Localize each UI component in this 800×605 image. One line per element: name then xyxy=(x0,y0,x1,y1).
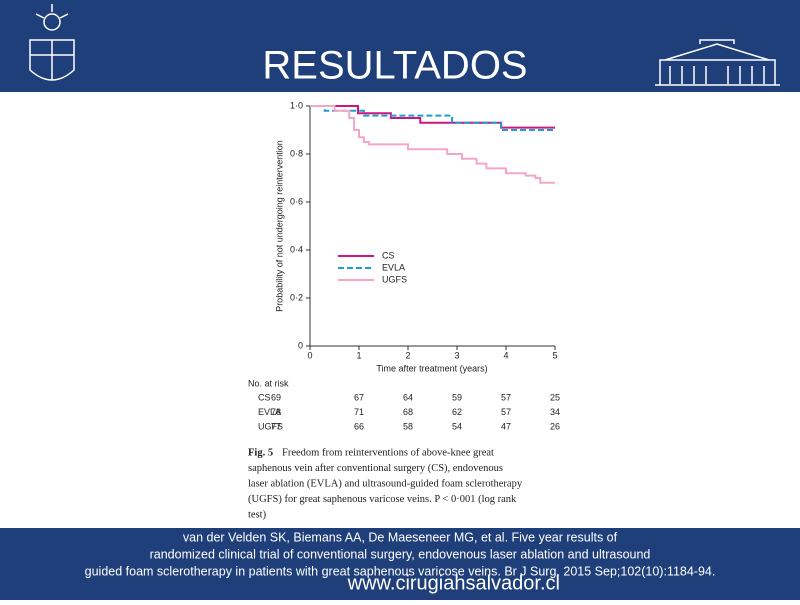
risk-value: 68 xyxy=(403,407,413,417)
km-curve xyxy=(310,105,555,131)
legend-label: CS xyxy=(382,250,395,260)
y-tick-label: 0·6 xyxy=(290,196,303,206)
figure-panel xyxy=(225,92,575,528)
y-axis-label: Probability of not undergoing reinterven… xyxy=(274,140,284,312)
logo-right xyxy=(655,39,780,86)
risk-value: 26 xyxy=(550,421,560,431)
x-tick-label: 4 xyxy=(503,350,508,360)
risk-value: 57 xyxy=(501,392,511,402)
risk-value: 78 xyxy=(271,407,281,417)
y-tick-label: 0·4 xyxy=(290,244,303,254)
risk-value: 34 xyxy=(550,407,560,417)
risk-value: 59 xyxy=(452,392,462,402)
risk-value: 58 xyxy=(403,421,413,431)
x-tick-label: 3 xyxy=(454,350,459,360)
slide-title: RESULTADOS xyxy=(262,44,527,88)
caption-line: saphenous vein after conventional surger… xyxy=(248,463,503,474)
x-tick-label: 5 xyxy=(552,350,557,360)
y-tick-label: 0·2 xyxy=(290,292,303,302)
citation-line: guided foam sclerotherapy in patients wi… xyxy=(85,564,716,578)
risk-value: 57 xyxy=(501,407,511,417)
risk-value: 71 xyxy=(354,407,364,417)
risk-value: 62 xyxy=(452,407,462,417)
x-tick-label: 1 xyxy=(356,350,361,360)
x-axis-label: Time after treatment (years) xyxy=(376,363,487,373)
logo-left xyxy=(29,4,75,81)
caption-line: Freedom from reinterventions of above-kn… xyxy=(282,447,494,458)
risk-value: 67 xyxy=(354,392,364,402)
risk-value: 69 xyxy=(271,392,281,402)
caption-line: laser ablation (EVLA) and ultrasound-gui… xyxy=(248,478,523,489)
citation-line: van der Velden SK, Biemans AA, De Maesen… xyxy=(183,530,618,544)
risk-value: 66 xyxy=(354,421,364,431)
risk-row-name: EVLA xyxy=(258,407,281,417)
caption-line: test) xyxy=(248,509,267,520)
risk-value: 77 xyxy=(271,421,281,431)
x-tick-label: 2 xyxy=(405,350,410,360)
watermark: www.cirugiahsalvador.cl xyxy=(347,572,560,594)
risk-value: 54 xyxy=(452,421,462,431)
y-tick-label: 0·8 xyxy=(290,148,303,158)
citation-line: randomized clinical trial of conventiona… xyxy=(150,547,651,561)
caption-label: Fig. 5 xyxy=(248,447,273,458)
risk-value: 64 xyxy=(403,392,413,402)
legend-label: UGFS xyxy=(382,274,407,284)
risk-row-name: CS xyxy=(258,392,271,402)
footer-band xyxy=(0,528,800,600)
caption-line: (UGFS) for great saphenous varicose vein… xyxy=(248,494,517,505)
y-tick-label: 1·0 xyxy=(290,100,303,110)
y-tick-label: 0 xyxy=(298,340,303,350)
risk-header: No. at risk xyxy=(248,378,289,388)
x-tick-label: 0 xyxy=(307,350,312,360)
risk-row-name: UGFS xyxy=(258,421,283,431)
risk-value: 25 xyxy=(550,392,560,402)
header-band xyxy=(0,0,800,92)
km-curve xyxy=(310,105,555,184)
risk-value: 47 xyxy=(501,421,511,431)
legend-label: EVLA xyxy=(382,262,405,272)
